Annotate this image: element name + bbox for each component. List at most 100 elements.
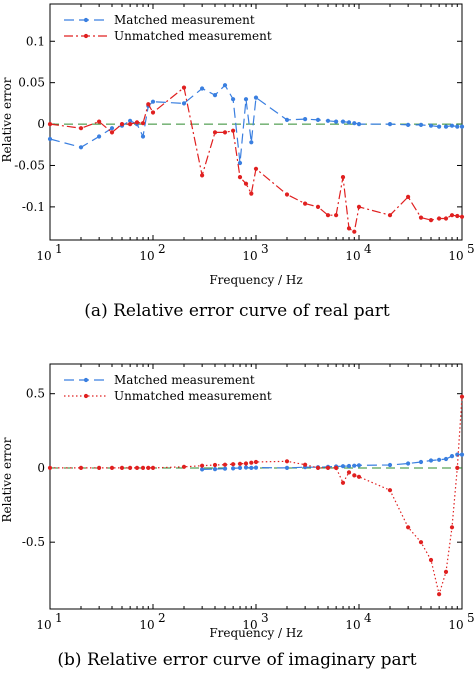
data-point-unmatched <box>387 488 393 493</box>
data-point-unmatched <box>237 461 243 466</box>
y-tick-label: 0 <box>37 461 45 475</box>
data-point-unmatched <box>303 462 308 467</box>
data-point-matched <box>437 457 442 462</box>
data-point-matched <box>455 452 460 457</box>
data-point-unmatched <box>181 464 187 469</box>
data-point-matched <box>303 117 308 122</box>
data-point-unmatched <box>443 569 449 575</box>
caption-imaginary: (b) Relative error curve of imaginary pa… <box>57 650 416 670</box>
data-point-matched <box>352 463 357 468</box>
data-point-matched <box>243 97 249 102</box>
data-point-matched <box>212 467 218 472</box>
legend-label-matched: Matched measurement <box>114 13 255 27</box>
data-point-unmatched <box>222 130 228 135</box>
legend-marker-unmatched <box>83 393 89 399</box>
data-point-unmatched <box>243 181 249 186</box>
data-point-unmatched <box>128 465 133 470</box>
data-point-matched <box>387 462 393 468</box>
y-tick-label: 0.5 <box>26 387 45 401</box>
legend-marker-matched <box>83 17 89 23</box>
x-tick-label: 10 <box>139 618 154 632</box>
data-point-matched <box>284 465 290 470</box>
data-point-unmatched <box>140 121 146 126</box>
y-tick-label: -0.05 <box>14 158 45 172</box>
data-point-unmatched <box>459 394 465 399</box>
data-point-matched <box>334 119 339 124</box>
data-point-unmatched <box>315 204 321 209</box>
legend-marker-unmatched <box>83 33 89 39</box>
data-point-unmatched <box>97 465 102 470</box>
data-point-unmatched <box>449 213 455 218</box>
data-point-matched <box>455 124 460 129</box>
data-point-unmatched <box>428 218 434 223</box>
x-tick-label-exponent: 1 <box>55 611 63 625</box>
legend-label-unmatched: Unmatched measurement <box>114 389 272 403</box>
x-tick-label-exponent: 4 <box>364 242 372 256</box>
x-tick-label: 10 <box>242 618 257 632</box>
legend-marker-matched <box>83 377 89 383</box>
data-point-matched <box>47 136 53 142</box>
data-point-matched <box>356 122 362 127</box>
x-tick-label-exponent: 4 <box>364 611 372 625</box>
data-point-unmatched <box>455 465 460 470</box>
data-point-unmatched <box>200 173 205 178</box>
data-point-unmatched <box>47 122 53 127</box>
data-point-matched <box>459 124 465 129</box>
data-point-unmatched <box>325 213 331 218</box>
data-point-matched <box>249 465 254 470</box>
data-point-unmatched <box>78 465 84 470</box>
data-point-unmatched <box>231 128 236 133</box>
data-point-unmatched <box>212 130 218 135</box>
x-tick-label: 10 <box>448 249 463 263</box>
data-point-unmatched <box>284 192 290 197</box>
y-tick-label: -0.1 <box>22 200 45 214</box>
data-point-unmatched <box>249 191 254 196</box>
data-point-matched <box>437 124 442 129</box>
data-point-matched <box>237 160 243 166</box>
data-point-unmatched <box>119 122 125 127</box>
y-tick-label: -0.5 <box>22 535 45 549</box>
plot-area-real: 10 1 10 2 10 3 10 4 10 5 0.1 0.05 0 -0.05 -0.1 Matched … <box>14 3 474 263</box>
data-point-unmatched <box>387 213 393 218</box>
data-point-matched <box>418 459 424 465</box>
data-point-matched <box>459 452 465 457</box>
plot-area-imaginary: 10 1 10 2 10 3 10 4 10 5 0.5 0 -0.5 Matched measureme… <box>22 363 474 632</box>
data-point-unmatched <box>437 592 442 597</box>
y-tick-label: 0 <box>37 117 45 131</box>
data-point-matched <box>231 97 236 102</box>
data-point-unmatched <box>449 525 455 530</box>
data-point-matched <box>340 119 346 124</box>
data-point-matched <box>346 120 352 125</box>
data-point-unmatched <box>315 465 321 470</box>
caption-real: (a) Relative error curve of real part <box>84 301 390 321</box>
data-point-matched <box>284 117 290 122</box>
legend-label-unmatched: Unmatched measurement <box>114 29 272 43</box>
data-point-unmatched <box>128 122 133 127</box>
x-tick-label: 10 <box>36 618 51 632</box>
data-point-unmatched <box>181 85 187 90</box>
y-tick-label: 0.1 <box>26 34 45 48</box>
x-tick-label-exponent: 5 <box>467 611 474 625</box>
data-point-unmatched <box>352 473 357 478</box>
data-point-matched <box>406 461 411 466</box>
data-point-matched <box>200 467 205 472</box>
legend-label-matched: Matched measurement <box>114 373 255 387</box>
data-point-matched <box>449 454 455 459</box>
data-point-unmatched <box>222 462 228 467</box>
data-point-unmatched <box>459 214 465 219</box>
data-point-unmatched <box>212 462 218 468</box>
data-point-matched <box>356 463 362 468</box>
data-point-unmatched <box>334 465 339 470</box>
chart-panel-real: 10 1 10 2 10 3 10 4 10 5 0.1 0.05 0 -0.05 -0.1 Matched … <box>0 3 474 321</box>
data-point-matched <box>181 101 187 106</box>
chart-panel-imaginary: 10 1 10 2 10 3 10 4 10 5 0.5 0 -0.5 Matched measureme… <box>0 363 474 670</box>
data-point-unmatched <box>455 213 460 219</box>
data-point-unmatched <box>47 465 53 470</box>
x-tick-label-exponent: 3 <box>261 242 269 256</box>
data-point-unmatched <box>346 470 352 475</box>
data-point-matched <box>249 140 254 145</box>
data-point-matched <box>222 83 228 88</box>
data-point-matched <box>315 117 321 122</box>
data-point-unmatched <box>243 461 249 466</box>
